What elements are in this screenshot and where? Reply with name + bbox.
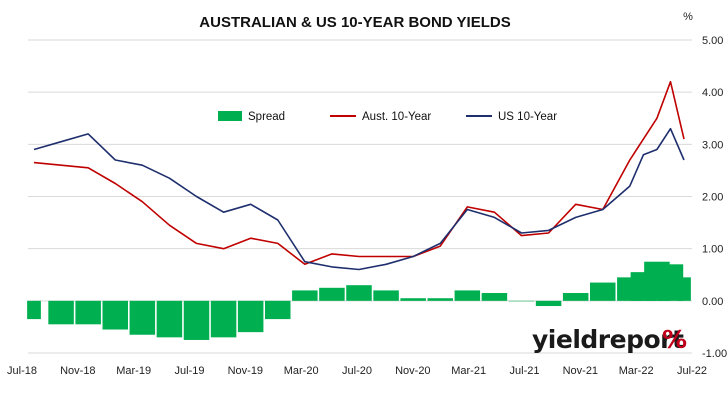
x-tick-label: Mar-19 <box>116 365 151 377</box>
spread-bar <box>237 300 264 333</box>
x-axis-ticks: Jul-18 Nov-18 Mar-19 Jul-19 Nov-19 Mar-20 Jul-… <box>7 365 707 377</box>
x-tick-label: Nov-19 <box>228 365 263 377</box>
spread-bar <box>48 300 74 325</box>
y-tick-label: 0.00 <box>702 296 723 308</box>
spread-bar <box>265 300 291 320</box>
x-tick-label: Nov-18 <box>60 365 95 377</box>
legend-label: Spread <box>248 111 285 123</box>
chart-title: AUSTRALIAN & US 10-YEAR BOND YIELDS <box>199 14 510 31</box>
spread-bar <box>427 298 453 301</box>
series-line-us-10-year <box>33 127 685 271</box>
y-tick-label: 1.00 <box>702 244 723 256</box>
spread-bar <box>677 277 691 301</box>
x-tick-label: Mar-21 <box>451 365 486 377</box>
spread-bar <box>481 293 508 301</box>
x-tick-label: Jul-22 <box>677 365 707 377</box>
spread-bars <box>27 261 691 340</box>
spread-bar <box>454 290 481 301</box>
spread-bar <box>400 298 426 301</box>
x-tick-label: Mar-22 <box>619 365 654 377</box>
x-tick-label: Nov-20 <box>395 365 430 377</box>
series-line-aust-10-year <box>33 80 685 266</box>
yield-lines <box>33 80 685 271</box>
yieldreport-logo: yieldreport % <box>532 325 687 354</box>
spread-bar <box>346 285 372 301</box>
x-tick-label: Jul-21 <box>510 365 540 377</box>
x-tick-label: Nov-21 <box>563 365 598 377</box>
legend: Spread Aust. 10-Year US 10-Year <box>218 111 557 123</box>
logo-percent-mark: % <box>662 325 687 354</box>
x-tick-label: Jul-19 <box>175 365 205 377</box>
unit-label: % <box>683 11 693 23</box>
y-tick-label: 5.00 <box>702 35 723 47</box>
spread-bar <box>535 300 562 307</box>
x-tick-label: Mar-20 <box>284 365 319 377</box>
spread-bar <box>590 282 616 301</box>
x-tick-label: Jul-18 <box>7 365 37 377</box>
y-tick-label: 3.00 <box>702 139 723 151</box>
y-tick-label: -1.00 <box>702 348 727 360</box>
y-tick-label: 2.00 <box>702 192 723 204</box>
spread-bar <box>183 300 210 340</box>
spread-bar <box>75 300 101 325</box>
spread-bar <box>508 300 535 302</box>
spread-bar <box>27 300 41 320</box>
spread-bar <box>373 290 399 301</box>
spread-bar <box>102 300 128 330</box>
legend-label: Aust. 10-Year <box>362 111 431 123</box>
spread-bar <box>292 290 318 301</box>
y-tick-label: 4.00 <box>702 87 723 99</box>
logo-text: yieldreport <box>532 325 684 354</box>
spread-bar <box>129 300 156 335</box>
spread-bar <box>210 300 237 338</box>
spread-bar <box>562 293 589 301</box>
spread-bar <box>319 287 345 301</box>
y-axis-ticks: 5.00 4.00 3.00 2.00 1.00 0.00 -1.00 <box>702 35 727 360</box>
legend-swatch-spread <box>218 111 242 121</box>
spread-bar <box>156 300 183 338</box>
legend-label: US 10-Year <box>498 111 557 123</box>
x-tick-label: Jul-20 <box>342 365 372 377</box>
